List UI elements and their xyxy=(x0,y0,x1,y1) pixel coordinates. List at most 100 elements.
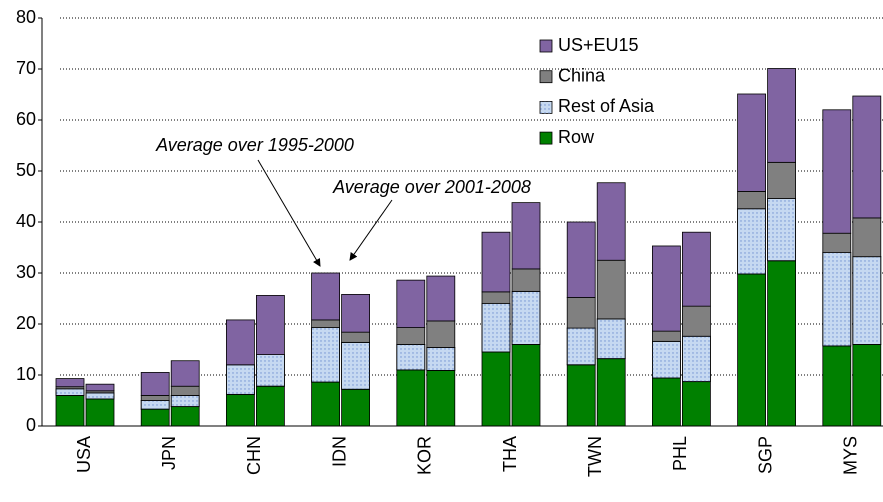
y-tick-label: 70 xyxy=(16,58,36,78)
bar-pattern xyxy=(596,318,626,360)
bar-segment xyxy=(596,259,626,320)
bar-segment xyxy=(652,330,681,342)
bar-pattern xyxy=(822,252,852,347)
bar-segment xyxy=(566,364,596,427)
x-tick-label: MYS xyxy=(841,436,861,475)
bar-segment xyxy=(170,385,200,396)
bar-segment xyxy=(682,305,711,337)
bar-segment xyxy=(481,291,511,304)
bar-segment xyxy=(767,161,796,199)
legend-label: Row xyxy=(558,127,595,147)
bar-segment xyxy=(566,297,596,329)
bar-segment xyxy=(481,231,511,293)
bar-segment xyxy=(255,295,285,356)
bar-segment xyxy=(341,388,371,427)
x-tick-label: KOR xyxy=(415,436,435,475)
bar-segment xyxy=(511,343,541,427)
bar-segment xyxy=(426,275,456,322)
bar-segment xyxy=(311,381,341,427)
bar-pattern xyxy=(341,341,371,390)
bar-segment xyxy=(341,331,371,343)
bar-segment xyxy=(170,406,200,427)
bar-pattern xyxy=(426,347,456,371)
bar-pattern xyxy=(140,400,170,410)
x-tick-label: THA xyxy=(500,436,520,472)
bar-segment xyxy=(55,394,85,427)
bar-segment xyxy=(426,320,456,348)
bar-segment xyxy=(140,394,170,401)
bar-segment xyxy=(225,319,255,366)
bar-segment xyxy=(822,109,852,234)
bar-segment xyxy=(511,202,541,270)
bar-segment xyxy=(255,385,285,427)
legend-pattern xyxy=(540,101,552,114)
x-tick-label: TWN xyxy=(585,436,605,477)
x-tick-label: SGP xyxy=(755,436,775,474)
bar-segment xyxy=(85,383,115,392)
bar-segment xyxy=(85,398,115,427)
bar-segment xyxy=(737,273,766,427)
legend-label: US+EU15 xyxy=(558,35,639,55)
bar-segment xyxy=(852,95,882,219)
bar-segment xyxy=(426,370,456,427)
bar-segment xyxy=(566,221,596,298)
bar-pattern xyxy=(55,388,85,396)
x-tick-label: IDN xyxy=(329,436,349,467)
bar-pattern xyxy=(682,335,711,383)
bar-segment xyxy=(737,93,766,192)
annotation: Average over 2001-2008 xyxy=(332,177,531,197)
bar-segment xyxy=(396,327,426,345)
y-tick-label: 0 xyxy=(26,415,36,435)
bar-segment xyxy=(652,245,681,332)
y-tick-label: 80 xyxy=(16,7,36,27)
bar-segment xyxy=(767,68,796,163)
y-tick-label: 50 xyxy=(16,160,36,180)
bar-segment xyxy=(311,272,341,321)
y-tick-label: 10 xyxy=(16,364,36,384)
plot: 0 10 20 30 40 50 60 70 80 USA JPN CHN IDN KOR THA TWN PH… xyxy=(16,7,883,477)
x-tick-label: PHL xyxy=(670,436,690,471)
bar-segment xyxy=(596,182,626,261)
bar-segment xyxy=(852,217,882,258)
legend-swatch xyxy=(539,70,553,84)
bar-segment xyxy=(767,260,796,427)
x-tick-label: CHN xyxy=(244,436,264,475)
x-tick-label: USA xyxy=(74,436,94,473)
bar-segment xyxy=(311,319,341,328)
bar-pattern xyxy=(852,256,882,345)
legend-label: China xyxy=(558,65,606,85)
bar-pattern xyxy=(225,364,255,395)
bar-pattern xyxy=(85,392,115,400)
bar-segment xyxy=(682,381,711,427)
legend-swatch xyxy=(539,131,553,145)
bar-pattern xyxy=(481,303,511,353)
bar-segment xyxy=(822,345,852,427)
bar-segment xyxy=(481,351,511,427)
y-tick-label: 30 xyxy=(16,262,36,282)
legend-swatch xyxy=(539,39,553,53)
bar-segment xyxy=(511,268,541,292)
legend-label: Rest of Asia xyxy=(558,96,655,116)
bar-segment xyxy=(170,360,200,387)
bar-segment xyxy=(682,231,711,307)
bar-segment xyxy=(652,377,681,427)
bar-pattern xyxy=(767,198,796,262)
x-tick-label: JPN xyxy=(159,436,179,470)
bar-pattern xyxy=(511,290,541,345)
bar-segment xyxy=(737,190,766,210)
y-tick-label: 20 xyxy=(16,313,36,333)
bar-pattern xyxy=(311,327,341,383)
bar-segment xyxy=(822,232,852,254)
annotation: Average over 1995-2000 xyxy=(155,135,354,155)
bar-segment xyxy=(396,369,426,427)
bar-pattern xyxy=(566,327,596,366)
bar-segment xyxy=(55,378,85,388)
bar-pattern xyxy=(255,354,285,387)
bar-pattern xyxy=(737,208,766,275)
annotation-arrow xyxy=(349,199,393,261)
bar-segment xyxy=(396,279,426,328)
bar-segment xyxy=(140,408,170,427)
bar-segment xyxy=(852,343,882,427)
bar-segment xyxy=(341,294,371,333)
